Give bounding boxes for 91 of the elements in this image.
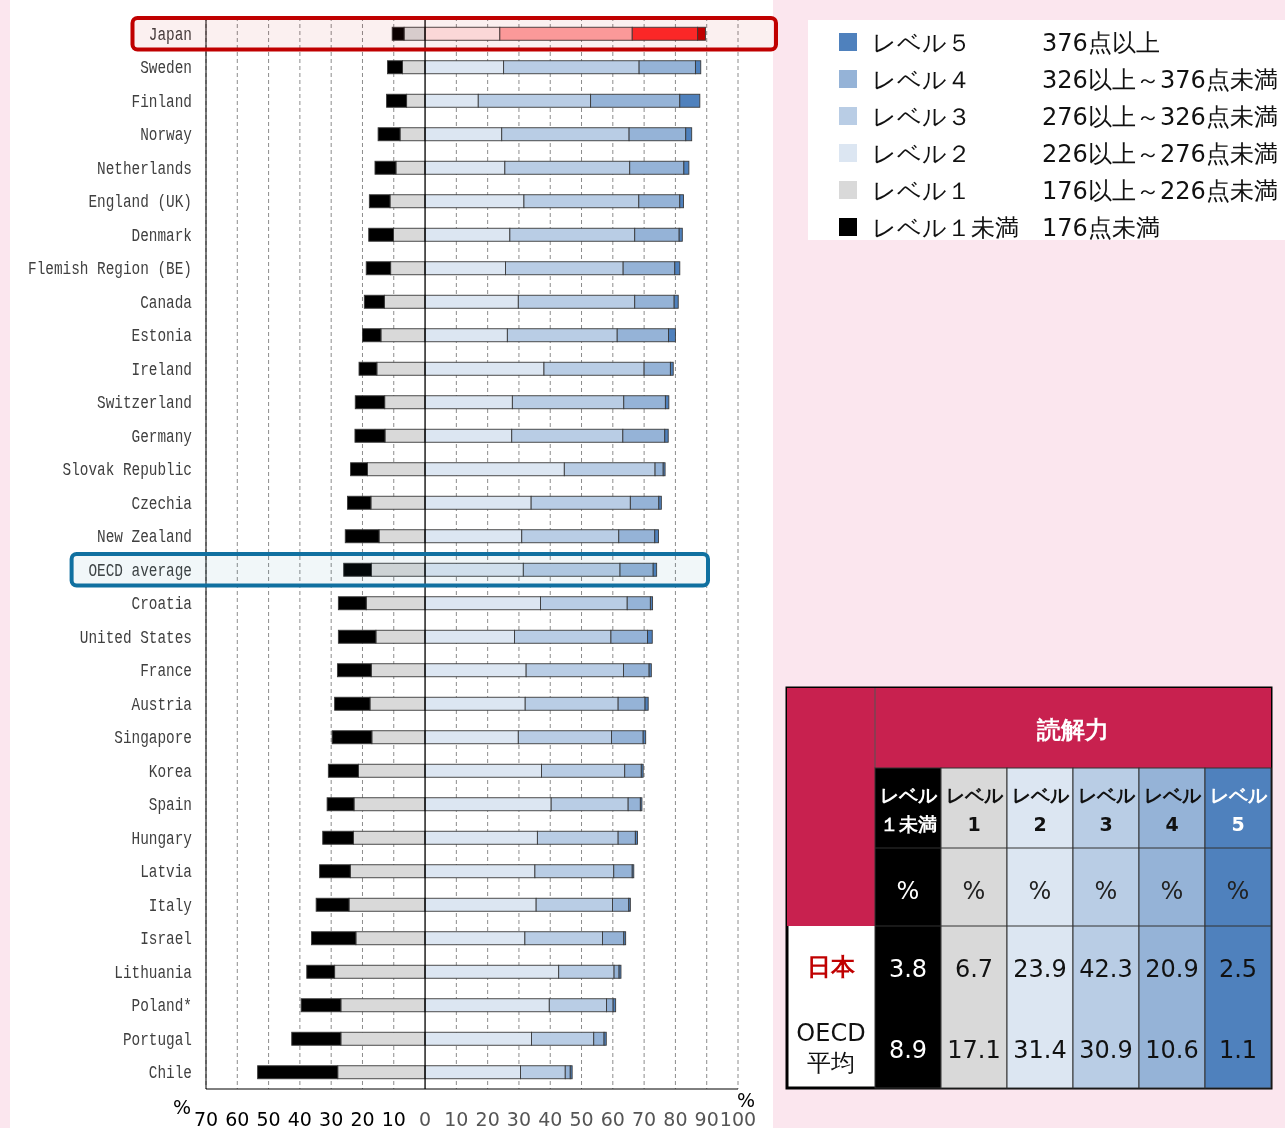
legend-label: レベル４ — [872, 66, 971, 94]
y-tick-label: Switzerland — [97, 392, 192, 414]
x-tick-label: 40 — [538, 1108, 563, 1128]
x-tick-label: 70 — [193, 1108, 219, 1128]
y-tick-label: Latvia — [140, 861, 193, 883]
y-tick-label: Estonia — [131, 325, 193, 347]
y-tick-label: Flemish Region (BE) — [28, 258, 192, 280]
x-tick-label: 50 — [256, 1108, 281, 1128]
text: 226以上～276点未満 — [1042, 140, 1278, 168]
y-tick-label: Italy — [148, 895, 193, 917]
x-tick-label: レベル１未満 — [879, 783, 938, 835]
y-tick-label: Korea — [148, 761, 193, 783]
y-tick-label: Israel — [140, 928, 192, 950]
legend-label: レベル５ — [872, 29, 971, 57]
y-tick-label: Sweden — [140, 57, 192, 79]
y-tick-label: Norway — [140, 124, 193, 146]
y-tick-label: United States — [79, 627, 192, 649]
text: 276以上～326点未満 — [1042, 103, 1278, 131]
x-tick-label: 30 — [506, 1108, 532, 1128]
annotation: % — [736, 1089, 756, 1111]
y-tick-label: Germany — [131, 426, 193, 448]
x-tick-label: 10 — [381, 1108, 406, 1128]
x-tick-label: レベル5 — [1209, 783, 1268, 835]
y-tick-label: OECD average — [88, 560, 192, 582]
text: % — [1226, 877, 1250, 905]
y-tick-label: Croatia — [131, 593, 193, 615]
y-tick-label: Slovak Republic — [62, 459, 192, 481]
x-tick-label: 90 — [694, 1108, 719, 1128]
text: % — [896, 877, 920, 905]
y-tick-label: New Zealand — [97, 526, 192, 548]
data-label: 20.9 — [1145, 955, 1199, 983]
y-tick-label: Lithuania — [114, 962, 193, 984]
text: 326以上～376点未満 — [1042, 66, 1278, 94]
x-tick-label: 30 — [319, 1108, 344, 1128]
data-label: 30.9 — [1079, 1036, 1133, 1064]
data-label: 1.1 — [1218, 1036, 1258, 1064]
data-label: 42.3 — [1079, 955, 1133, 983]
data-label: 10.6 — [1145, 1036, 1199, 1064]
y-tick-label: Japan — [148, 24, 192, 46]
y-tick-label: Spain — [148, 794, 192, 816]
legend-label: レベル１ — [872, 177, 971, 205]
y-tick-label: Chile — [148, 1062, 192, 1084]
text: % — [1160, 877, 1184, 905]
x-tick-label: レベル4 — [1143, 783, 1202, 835]
x-tick-label: 80 — [663, 1108, 688, 1128]
y-tick-label: England (UK) — [88, 191, 192, 213]
legend-label: レベル１未満 — [872, 214, 1019, 242]
data-label: 2.5 — [1218, 955, 1258, 983]
y-tick-label: OECD 平均 — [796, 1019, 866, 1077]
x-tick-label: 70 — [632, 1108, 657, 1128]
text: % — [172, 1096, 192, 1118]
text: 376点以上 — [1042, 29, 1160, 57]
text: 176以上～226点未満 — [1042, 177, 1278, 205]
x-tick-label: 100 — [719, 1108, 757, 1128]
x-tick-label: 20 — [350, 1108, 375, 1128]
chart-title: 読解力 — [1036, 716, 1109, 744]
text: 176点未満 — [1042, 214, 1160, 242]
y-tick-label: Ireland — [131, 359, 192, 381]
text: % — [1094, 877, 1118, 905]
y-tick-label: Poland* — [131, 995, 192, 1017]
data-label: 3.8 — [888, 955, 928, 983]
data-label: 23.9 — [1013, 955, 1067, 983]
text: % — [1028, 877, 1052, 905]
legend-label: レベル３ — [872, 103, 971, 131]
y-tick-label: Denmark — [131, 225, 192, 247]
y-tick-label: Netherlands — [97, 158, 192, 180]
data-label: 17.1 — [947, 1036, 1001, 1064]
y-tick-label: 日本 — [807, 953, 856, 981]
text: % — [962, 877, 986, 905]
x-tick-label: 40 — [287, 1108, 312, 1128]
x-tick-label: 60 — [225, 1108, 250, 1128]
y-tick-label: Hungary — [131, 828, 193, 850]
x-tick-label: レベル1 — [945, 783, 1004, 835]
y-tick-label: Singapore — [114, 727, 192, 749]
x-tick-label: 60 — [600, 1108, 625, 1128]
legend-label: レベル２ — [872, 140, 971, 168]
x-tick-label: 20 — [475, 1108, 500, 1128]
y-tick-label: Canada — [140, 292, 193, 314]
x-tick-label: 10 — [444, 1108, 469, 1128]
y-tick-label: Czechia — [131, 493, 193, 515]
y-tick-label: Austria — [131, 694, 193, 716]
y-tick-label: Portugal — [122, 1029, 192, 1051]
x-tick-label: レベル2 — [1011, 783, 1070, 835]
data-label: 31.4 — [1013, 1036, 1067, 1064]
data-label: 6.7 — [954, 955, 994, 983]
x-tick-label: 0 — [419, 1108, 432, 1128]
y-tick-label: Finland — [131, 91, 192, 113]
y-tick-label: France — [140, 660, 192, 682]
x-tick-label: レベル3 — [1077, 783, 1136, 835]
x-tick-label: 50 — [569, 1108, 594, 1128]
data-label: 8.9 — [888, 1036, 928, 1064]
